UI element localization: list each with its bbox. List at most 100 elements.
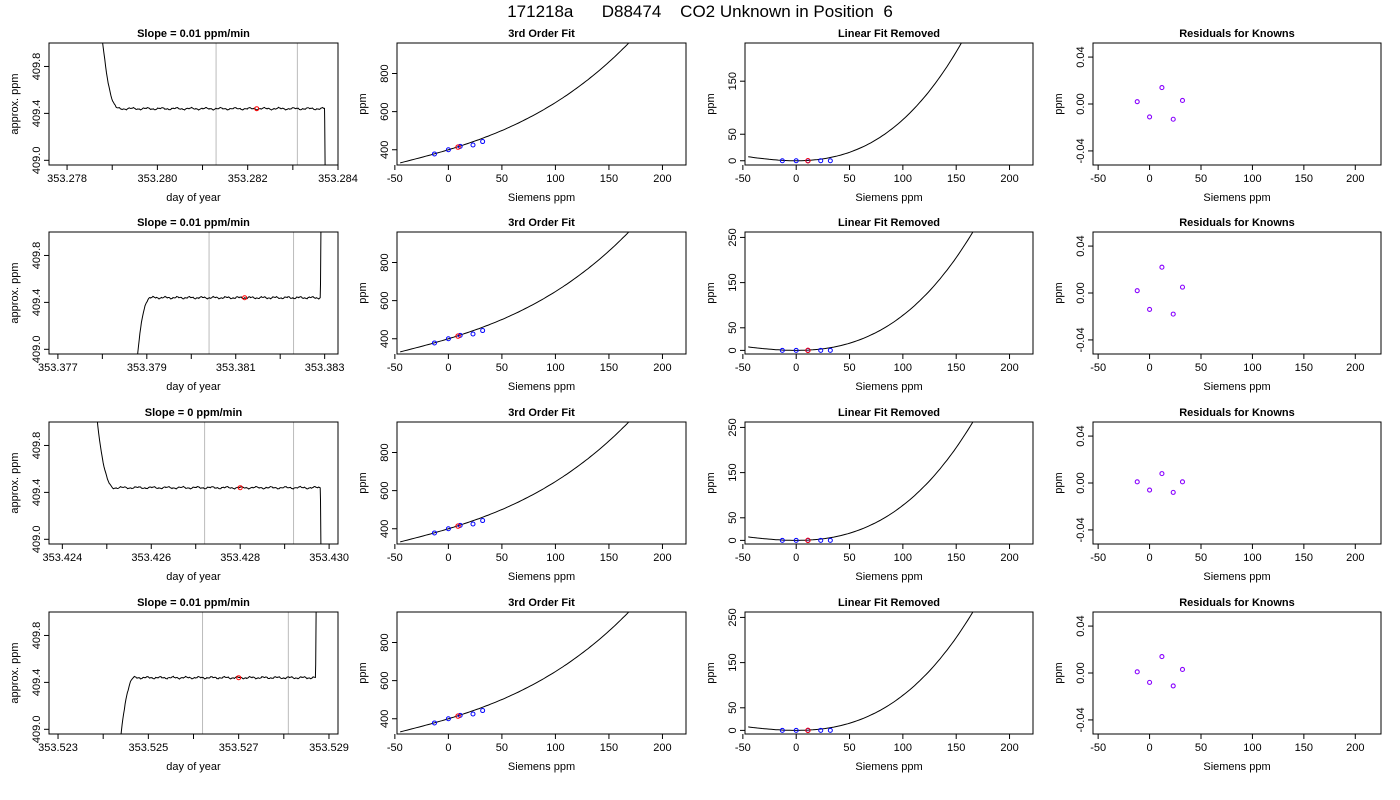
x-tick-label: -50 bbox=[735, 552, 751, 564]
known-point bbox=[431, 151, 437, 157]
y-tick-label: 250 bbox=[727, 228, 739, 246]
y-tick-label: 0 bbox=[727, 347, 739, 353]
x-tick-label: 0 bbox=[793, 362, 799, 374]
x-tick-label: 50 bbox=[843, 552, 855, 564]
y-tick-label: 409.8 bbox=[31, 53, 43, 81]
x-tick-label: -50 bbox=[1090, 742, 1106, 754]
y-tick-label: 409.4 bbox=[31, 100, 43, 128]
x-axis-label: Siemens ppm bbox=[1203, 761, 1270, 773]
x-tick-label: 353.529 bbox=[309, 742, 349, 754]
residual-point bbox=[1159, 654, 1165, 660]
unknown-point bbox=[805, 158, 811, 164]
residual-point bbox=[1159, 85, 1165, 91]
fit-curve bbox=[400, 43, 630, 164]
x-tick-label: 150 bbox=[600, 742, 618, 754]
y-tick-label: 50 bbox=[727, 322, 739, 334]
y-tick-label: 600 bbox=[379, 671, 391, 689]
y-tick-label: -0.04 bbox=[1075, 517, 1087, 542]
x-tick-label: 0 bbox=[793, 742, 799, 754]
plot-frame bbox=[396, 611, 687, 735]
known-point bbox=[827, 727, 833, 733]
residual-point bbox=[1147, 114, 1153, 120]
plot-frame bbox=[396, 421, 687, 545]
plot-area bbox=[748, 232, 974, 354]
y-axis-label: ppm bbox=[1053, 662, 1065, 683]
x-tick-label: 353.525 bbox=[128, 742, 168, 754]
known-point bbox=[470, 521, 476, 527]
residual-point bbox=[1147, 306, 1153, 312]
x-tick-label: 200 bbox=[653, 552, 671, 564]
x-tick-label: 150 bbox=[947, 173, 965, 185]
y-tick-label: 150 bbox=[727, 463, 739, 481]
x-tick-label: 150 bbox=[1295, 362, 1313, 374]
panel-4-fit: 3rd Order Fit -50 0 50 100 150 200 400 600 800 Sie… bbox=[357, 597, 687, 773]
known-point bbox=[793, 347, 799, 353]
y-tick-label: 150 bbox=[727, 653, 739, 671]
residual-point bbox=[1134, 479, 1140, 485]
y-tick-label: 0.04 bbox=[1075, 425, 1087, 446]
y-tick-label: 150 bbox=[727, 72, 739, 90]
x-tick-label: -50 bbox=[735, 362, 751, 374]
y-tick-label: 0.00 bbox=[1075, 282, 1087, 303]
x-tick-label: -50 bbox=[387, 173, 403, 185]
y-tick-label: 409.0 bbox=[31, 147, 43, 175]
residual-point bbox=[1134, 288, 1140, 294]
unknown-point bbox=[455, 333, 461, 339]
y-axis-label: ppm bbox=[705, 282, 717, 303]
x-tick-label: 150 bbox=[947, 362, 965, 374]
unknown-point bbox=[805, 727, 811, 734]
y-tick-label: 600 bbox=[379, 102, 391, 120]
x-tick-label: 100 bbox=[546, 173, 564, 185]
panel-title: Residuals for Knowns bbox=[1179, 217, 1295, 229]
x-tick-label: 50 bbox=[843, 742, 855, 754]
x-tick-label: 100 bbox=[1243, 552, 1261, 564]
plot-frame bbox=[1092, 611, 1382, 735]
x-tick-label: 353.278 bbox=[47, 173, 87, 185]
residual-point bbox=[1179, 97, 1186, 104]
y-tick-label: 0 bbox=[727, 537, 739, 543]
page-title: 171218a D88474 CO2 Unknown in Position 6 bbox=[507, 2, 893, 21]
panel-title: Slope = 0.01 ppm/min bbox=[137, 217, 250, 229]
known-point bbox=[818, 727, 824, 733]
x-tick-label: 0 bbox=[793, 173, 799, 185]
y-axis-label: ppm bbox=[1053, 93, 1065, 114]
y-tick-label: 409.0 bbox=[31, 526, 43, 554]
x-tick-label: -50 bbox=[1090, 362, 1106, 374]
y-axis-label: ppm bbox=[357, 282, 369, 303]
x-tick-label: 200 bbox=[1000, 362, 1018, 374]
residual-point bbox=[1170, 116, 1176, 122]
x-tick-label: -50 bbox=[1090, 173, 1106, 185]
known-point bbox=[431, 530, 437, 536]
plot-frame bbox=[396, 231, 687, 355]
x-tick-label: 0 bbox=[1147, 362, 1153, 374]
known-point bbox=[470, 142, 476, 148]
known-point bbox=[827, 347, 833, 353]
y-tick-label: 409.8 bbox=[31, 622, 43, 650]
x-tick-label: 353.381 bbox=[216, 362, 256, 374]
known-point bbox=[779, 347, 785, 353]
x-tick-label: 50 bbox=[496, 362, 508, 374]
y-axis-label: approx. ppm bbox=[9, 73, 21, 134]
x-axis-label: Siemens ppm bbox=[1203, 381, 1270, 393]
x-tick-label: 50 bbox=[843, 362, 855, 374]
x-tick-label: -50 bbox=[387, 362, 403, 374]
plot-area bbox=[1134, 471, 1186, 495]
x-tick-label: 200 bbox=[1346, 173, 1364, 185]
y-axis-label: ppm bbox=[705, 472, 717, 493]
x-tick-label: 0 bbox=[1147, 742, 1153, 754]
x-tick-label: -50 bbox=[1090, 552, 1106, 564]
known-point bbox=[480, 139, 486, 145]
x-tick-label: 50 bbox=[1195, 552, 1207, 564]
panel-title: 3rd Order Fit bbox=[508, 407, 575, 419]
x-tick-label: -50 bbox=[387, 742, 403, 754]
x-tick-label: -50 bbox=[387, 552, 403, 564]
panel-title: Residuals for Knowns bbox=[1179, 597, 1295, 609]
y-axis-label: approx. ppm bbox=[9, 642, 21, 703]
unknown-point bbox=[455, 523, 461, 529]
plot-frame bbox=[1092, 231, 1382, 355]
y-tick-label: 400 bbox=[379, 330, 391, 348]
plot-area bbox=[400, 232, 630, 353]
x-tick-label: 100 bbox=[894, 173, 912, 185]
x-axis-label: Siemens ppm bbox=[855, 192, 922, 204]
known-point bbox=[431, 340, 437, 346]
